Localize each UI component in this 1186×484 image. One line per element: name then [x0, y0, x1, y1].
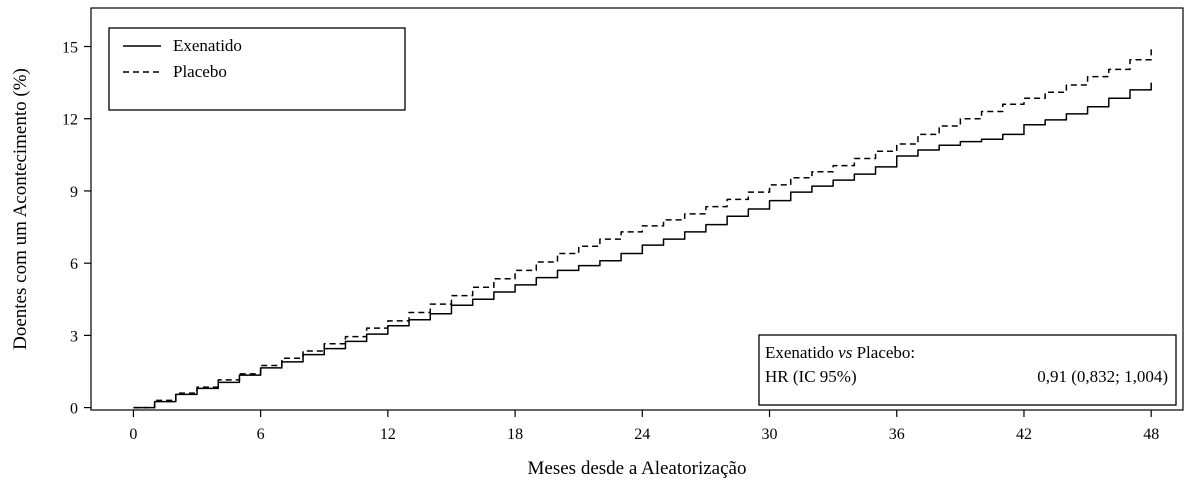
y-tick-label-6: 6 — [70, 256, 78, 273]
legend-box — [108, 27, 406, 111]
x-tick-label-6: 6 — [257, 426, 265, 443]
x-tick-label-24: 24 — [634, 426, 650, 443]
hazard-ratio-box: Exenatido vs Placebo: HR (IC 95%) 0,91 (… — [758, 334, 1177, 406]
x-tick-label-36: 36 — [889, 426, 905, 443]
x-tick-label-18: 18 — [507, 426, 523, 443]
y-tick-label-0: 0 — [70, 401, 78, 418]
y-tick-label-12: 12 — [62, 112, 78, 129]
hr-title: Exenatido vs Placebo: — [765, 343, 915, 362]
y-axis-label: Doentes com um Acontecimento (%) — [10, 68, 31, 350]
hr-box-frame — [758, 334, 1177, 406]
x-tick-label-12: 12 — [380, 426, 396, 443]
y-axis-ticks: 0 3 6 9 12 15 — [62, 40, 91, 418]
legend: Exenatido Placebo — [108, 27, 406, 111]
x-tick-label-42: 42 — [1016, 426, 1032, 443]
series-line-placebo — [133, 47, 1152, 409]
legend-label-placebo: Placebo — [173, 62, 227, 81]
x-axis-ticks: 0 6 12 18 24 30 36 42 48 — [129, 410, 1159, 443]
x-axis-label: Meses desde a Aleatorização — [528, 458, 747, 479]
hr-label: HR (IC 95%) — [765, 367, 857, 386]
x-tick-label-0: 0 — [129, 426, 137, 443]
y-tick-label-9: 9 — [70, 184, 78, 201]
hr-value: 0,91 (0,832; 1,004) — [1037, 367, 1168, 386]
x-tick-label-30: 30 — [762, 426, 778, 443]
y-tick-label-3: 3 — [70, 328, 78, 345]
legend-label-exenatido: Exenatido — [173, 36, 242, 55]
y-tick-label-15: 15 — [62, 40, 78, 57]
hr-title-end: Placebo: — [852, 343, 915, 362]
series-layer — [133, 47, 1152, 409]
hr-title-start: Exenatido — [765, 343, 838, 362]
plot-frame — [90, 7, 1184, 411]
hr-title-vs: vs — [838, 343, 853, 362]
x-tick-label-48: 48 — [1143, 426, 1159, 443]
